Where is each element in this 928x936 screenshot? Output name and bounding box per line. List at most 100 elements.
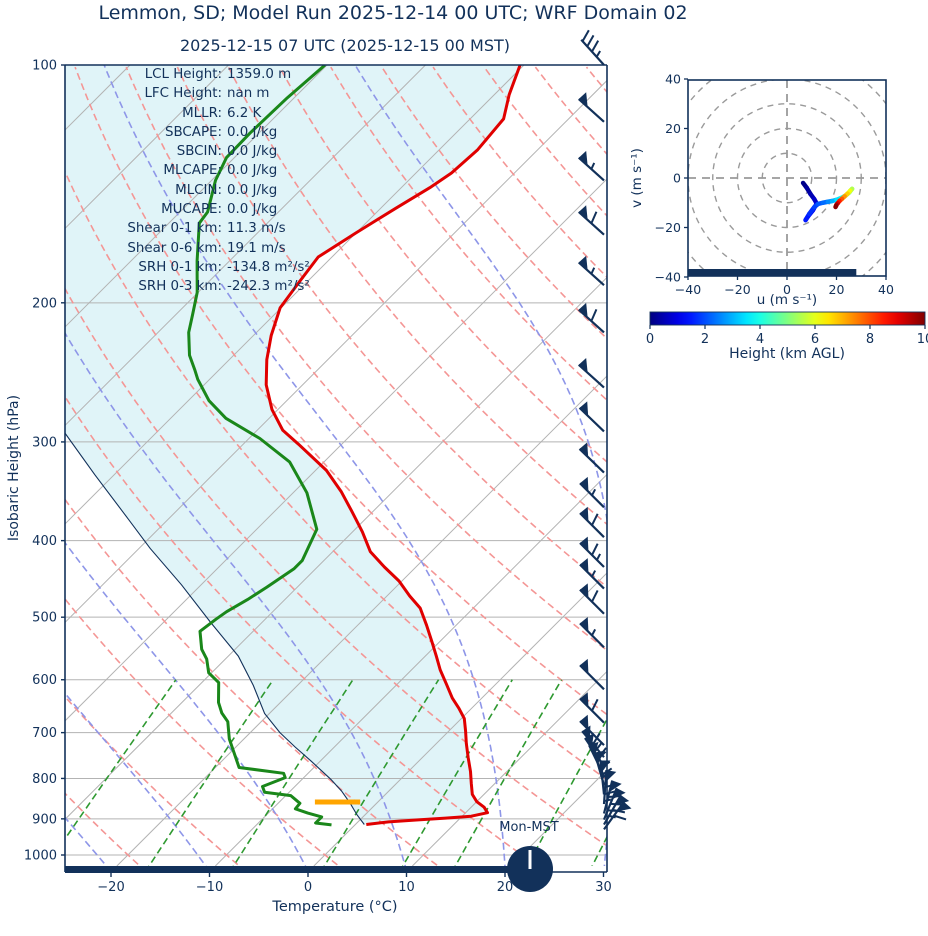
barb-half xyxy=(595,50,601,58)
mixing-ratio-line xyxy=(148,679,274,866)
stat-value: -134.8 m²/s² xyxy=(227,259,310,275)
sounding-stats-box: LCL Height: 1359.0 m LFC Height: nan m MLLR:… xyxy=(66,65,310,297)
barb-pennant xyxy=(578,302,588,318)
stat-label: Shear 0-1 km: xyxy=(127,221,222,237)
barb-half xyxy=(591,570,597,578)
barb-full xyxy=(581,29,590,42)
wind-barb xyxy=(577,302,605,334)
wind-barb xyxy=(577,205,605,236)
dewpoint-curve xyxy=(187,65,332,827)
barb-shaft xyxy=(578,448,605,474)
barb-pennant xyxy=(616,801,632,812)
dry-adiabat xyxy=(65,395,539,866)
wind-barb xyxy=(577,92,605,123)
wind-barb xyxy=(603,801,632,831)
barb-pennant xyxy=(578,205,588,221)
colorbar-tick-label: 4 xyxy=(756,332,764,347)
dry-adiabat xyxy=(227,66,607,526)
barb-full xyxy=(613,814,627,821)
wind-barb xyxy=(579,558,605,590)
dry-adiabat xyxy=(842,67,928,872)
stat-value: 0.0 J/kg xyxy=(227,202,278,218)
barb-pennant xyxy=(579,658,589,674)
isotherm xyxy=(412,670,607,866)
colorbar-tick-label: 8 xyxy=(866,332,874,347)
stat-value: 1359.0 m xyxy=(227,67,292,82)
mixing-ratio-lines xyxy=(65,679,734,872)
dry-adiabat xyxy=(65,169,607,781)
hodograph-u-tick-label: 20 xyxy=(829,282,845,297)
barb-shaft xyxy=(580,38,605,66)
barb-pennant xyxy=(594,750,605,765)
isotherm xyxy=(65,65,525,525)
stat-label: LCL Height: xyxy=(144,67,222,82)
wind-barb xyxy=(579,658,605,691)
dry-adiabat xyxy=(65,597,341,866)
dry-adiabat xyxy=(638,67,928,872)
wind-barb xyxy=(579,692,605,724)
parcel-profile-line xyxy=(65,432,365,825)
stat-value: -242.3 m²/s² xyxy=(227,279,310,295)
dry-adiabat xyxy=(176,66,607,588)
barb-pennant xyxy=(579,558,589,574)
pressure-tick-label: 700 xyxy=(32,726,57,741)
mixing-ratio-line xyxy=(637,680,734,872)
pressure-tick-label: 1000 xyxy=(24,849,57,864)
stat-label: MLCAPE: xyxy=(163,163,222,179)
colorbar-tick-label: 10 xyxy=(917,332,928,347)
barb-half xyxy=(596,553,601,561)
barb-full xyxy=(592,732,601,745)
height-colorbar: 0 2 4 6 8 10 xyxy=(646,311,928,347)
temperature-tick-label: 30 xyxy=(595,880,612,895)
clock-timezone-label: Mon-MST xyxy=(499,820,559,835)
stat-value: 11.3 m/s xyxy=(227,221,286,237)
barb-pennant xyxy=(578,92,588,108)
barb-pennant xyxy=(578,150,588,166)
moist-adiabat xyxy=(65,331,407,866)
hodograph-tick-labels: −40 −20 0 20 40 −40 −20 0 20 40 xyxy=(655,72,894,298)
surface-bar xyxy=(65,866,508,873)
isotherm xyxy=(65,65,328,328)
barb-full xyxy=(591,543,599,556)
wind-barb xyxy=(579,714,605,746)
barb-shaft xyxy=(579,720,605,746)
wind-barb xyxy=(580,29,605,66)
hodograph-u-tick-label: 40 xyxy=(878,282,894,297)
stat-value: 19.1 m/s xyxy=(227,240,286,256)
hodograph-trace xyxy=(800,180,855,223)
barb-full xyxy=(591,513,599,526)
temperature-tick-label: 0 xyxy=(304,880,312,895)
pressure-tick-label: 400 xyxy=(32,534,57,549)
mixing-ratio-line xyxy=(526,717,607,866)
barb-shaft xyxy=(577,363,605,389)
dry-adiabat xyxy=(330,66,607,402)
barb-full xyxy=(591,589,599,603)
barb-half xyxy=(590,267,596,275)
hodograph-u-tick-label: −20 xyxy=(724,282,750,297)
wind-barb-column xyxy=(577,29,632,831)
barb-full xyxy=(590,309,598,322)
colorbar-gradient xyxy=(649,311,926,326)
barb-pennant xyxy=(579,714,589,730)
isotherm xyxy=(116,375,607,866)
dry-adiabats xyxy=(65,66,928,872)
barb-half xyxy=(591,488,597,496)
hodograph-v-tick-label: −20 xyxy=(655,220,681,235)
stat-value: 6.2 K xyxy=(227,105,262,121)
barb-pennant xyxy=(579,616,589,632)
barb-full xyxy=(590,211,598,224)
dry-adiabat xyxy=(483,66,607,217)
mixing-ratio-line xyxy=(65,679,177,841)
hodograph-u-axis-label: u (m s⁻¹) xyxy=(756,292,818,308)
barb-pennant xyxy=(579,583,589,599)
barb-pennant xyxy=(615,795,630,806)
wind-barb xyxy=(579,536,605,568)
barb-full xyxy=(591,40,600,53)
pressure-tick-label: 800 xyxy=(32,772,57,787)
page-title: Lemmon, SD; Model Run 2025-12-14 00 UTC;… xyxy=(98,2,688,24)
barb-shaft xyxy=(577,98,605,123)
hodograph-v-tick-label: −40 xyxy=(655,270,681,285)
pressure-tick-label: 100 xyxy=(32,59,57,74)
barb-pennant xyxy=(578,255,588,271)
colorbar-tick-label: 2 xyxy=(701,332,709,347)
